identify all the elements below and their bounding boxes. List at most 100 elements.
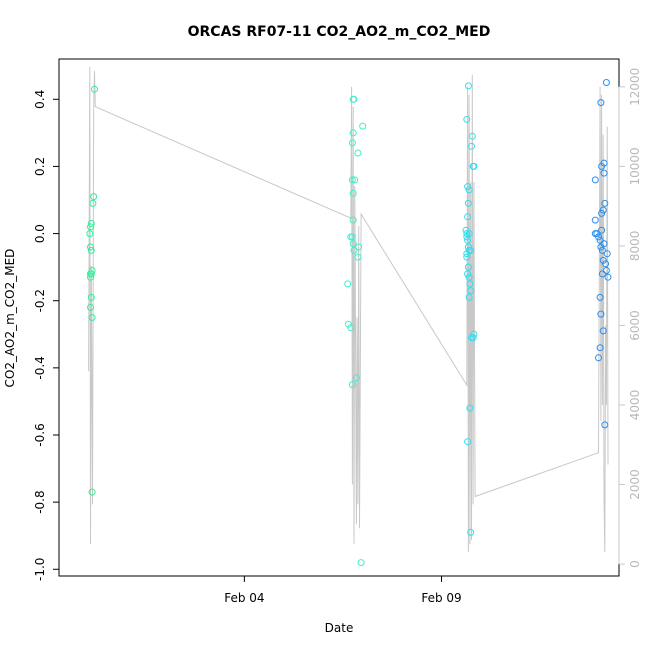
y2-tick-label: 0: [628, 560, 642, 568]
data-point: [348, 233, 356, 241]
data-point: [87, 246, 95, 254]
data-point: [468, 132, 476, 140]
y2-tick-label: 4000: [628, 390, 642, 421]
data-point: [464, 270, 472, 278]
y2-tick-label: 2000: [628, 469, 642, 500]
y-tick-label: 0.0: [33, 224, 47, 243]
data-point: [87, 220, 95, 227]
x-tick-label: Feb 09: [421, 591, 461, 605]
data-point: [464, 263, 472, 271]
data-point: [464, 183, 472, 191]
data-point: [354, 149, 362, 157]
data-point: [470, 162, 478, 170]
data-point: [468, 334, 475, 342]
data-point: [349, 189, 357, 197]
data-point: [598, 226, 606, 234]
data-point: [87, 293, 95, 301]
data-point: [352, 374, 360, 382]
y-tick-label: -1.0: [33, 558, 47, 581]
data-point: [463, 253, 471, 261]
y2-tick-label: 12000: [628, 68, 642, 106]
data-point: [351, 176, 359, 184]
data-point: [593, 230, 601, 238]
data-point: [600, 169, 608, 177]
data-point: [467, 287, 475, 295]
data-point: [359, 122, 367, 130]
data-point: [599, 206, 607, 214]
y-tick-label: -0.8: [33, 490, 47, 513]
y-tick-label: -0.6: [33, 423, 47, 446]
x-axis: Feb 04 Feb 09: [224, 576, 462, 605]
data-point: [347, 324, 355, 332]
data-point: [597, 99, 605, 107]
data-point: [598, 246, 606, 254]
y-axis-label: CO2_AO2_m_CO2_MED: [3, 249, 17, 388]
altitude-line-layer: [88, 66, 609, 553]
data-point: [350, 246, 358, 254]
data-point: [348, 381, 356, 389]
y-tick-label: 0.4: [33, 90, 47, 109]
y-axis: -1.0 -0.8 -0.6 -0.4 -0.2 0.0 0.2 0.4: [33, 90, 59, 581]
data-point: [465, 186, 473, 194]
data-point: [463, 233, 471, 241]
data-point: [87, 243, 94, 251]
y2-tick-label: 10000: [628, 147, 642, 185]
data-point: [602, 260, 610, 268]
data-point: [88, 267, 96, 274]
data-point: [465, 273, 473, 281]
data-point: [349, 216, 357, 224]
data-point: [466, 280, 474, 288]
data-point: [602, 79, 610, 86]
data-point: [89, 199, 97, 207]
x-tick-label: Feb 04: [224, 591, 264, 605]
data-point: [87, 303, 94, 311]
data-point: [86, 230, 94, 238]
x-axis-label: Date: [325, 621, 354, 635]
data-point: [463, 250, 471, 258]
data-point: [603, 250, 611, 258]
y-tick-label: -0.4: [33, 356, 47, 379]
data-point: [463, 115, 471, 123]
data-point: [344, 280, 352, 288]
data-point: [464, 236, 472, 244]
data-point: [91, 85, 98, 93]
data-point: [464, 199, 472, 207]
data-point: [349, 129, 357, 137]
data-point: [348, 139, 356, 147]
data-point: [465, 293, 473, 301]
chart-title: ORCAS RF07-11 CO2_AO2_m_CO2_MED: [188, 24, 491, 40]
data-point: [596, 344, 604, 352]
data-point: [467, 528, 475, 536]
data-point: [90, 193, 98, 201]
data-point: [88, 314, 96, 321]
altitude-line: [88, 66, 609, 553]
data-point: [596, 293, 604, 301]
data-point: [357, 559, 365, 567]
data-point: [348, 176, 356, 184]
data-point: [599, 327, 607, 335]
y-tick-label: -0.2: [33, 289, 47, 312]
data-point: [464, 213, 472, 221]
data-point: [598, 162, 606, 170]
y-tick-label: 0.2: [33, 157, 47, 176]
y2-tick-label: 6000: [628, 310, 642, 341]
data-point: [591, 216, 599, 224]
data-point: [354, 253, 362, 261]
data-point: [601, 421, 609, 429]
data-point: [595, 354, 602, 362]
data-point: [466, 404, 474, 412]
data-point: [349, 240, 357, 248]
data-point: [87, 270, 94, 278]
data-point: [604, 273, 612, 281]
data-point: [87, 273, 94, 281]
data-point: [602, 267, 610, 274]
y2-tick-label: 8000: [628, 231, 642, 262]
data-point: [355, 243, 363, 251]
data-point: [591, 176, 599, 184]
data-point: [87, 223, 94, 231]
data-point: [595, 233, 602, 241]
data-point: [597, 243, 605, 251]
data-point: [464, 82, 472, 90]
data-point: [598, 270, 606, 278]
